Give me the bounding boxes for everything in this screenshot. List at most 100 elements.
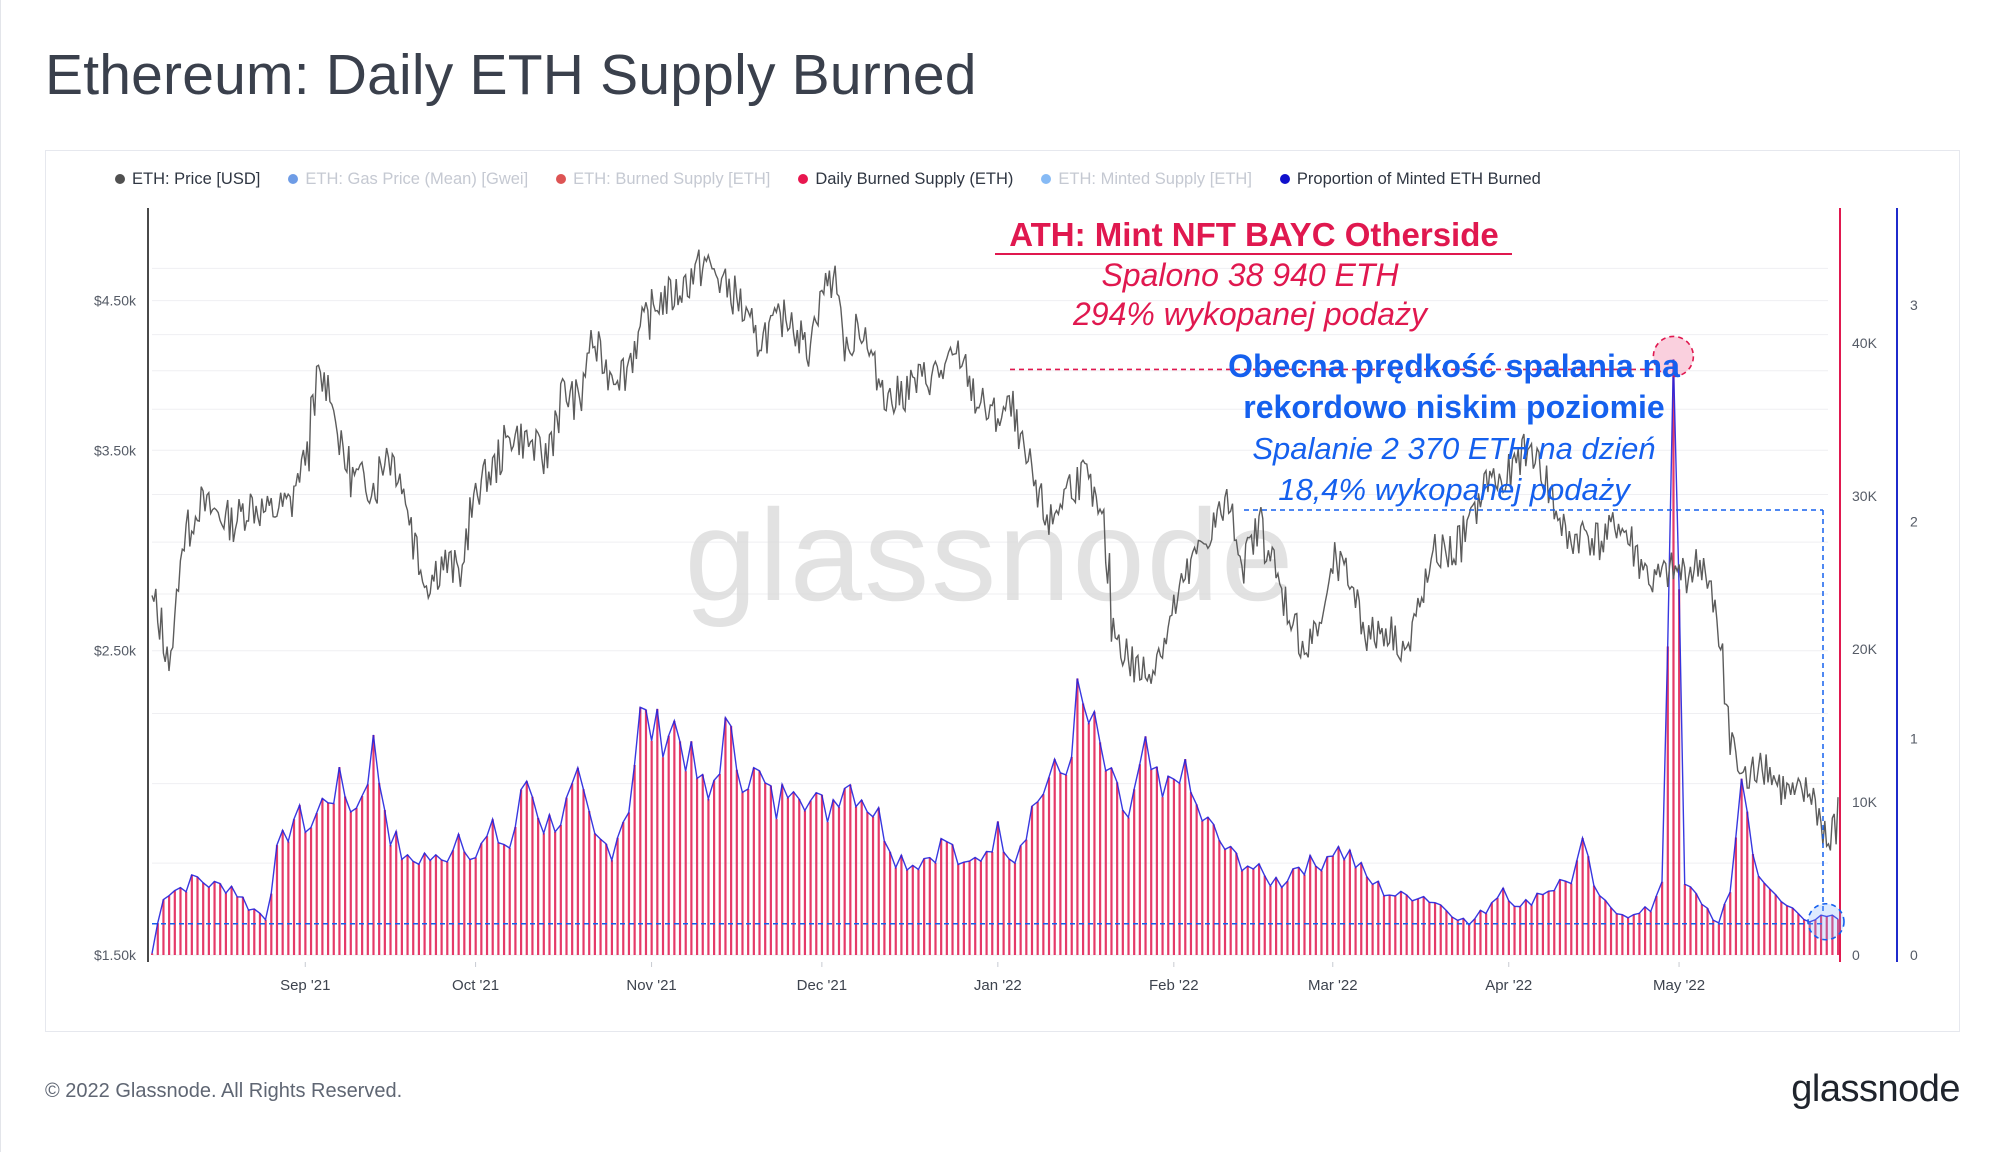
burned-bar: [1286, 881, 1289, 955]
burned-bar: [275, 845, 279, 955]
burned-bar: [1343, 859, 1346, 955]
burned-bars: [151, 359, 1840, 955]
burned-bar: [1609, 907, 1613, 955]
burned-bar: [639, 707, 642, 955]
burned-bar: [151, 953, 154, 955]
burned-bar: [1155, 766, 1158, 955]
legend-label: ETH: Gas Price (Mean) [Gwei]: [305, 169, 529, 188]
burned-bar: [247, 910, 250, 955]
burned-bar: [1292, 868, 1295, 955]
legend-item[interactable]: ETH: Gas Price (Mean) [Gwei]: [288, 170, 528, 189]
burned-bar: [1661, 881, 1664, 955]
burned-bar: [156, 923, 159, 955]
legend-dot-icon: [1041, 174, 1052, 184]
burned-bar: [241, 897, 245, 955]
x-tick-label: May '22: [1653, 977, 1705, 994]
page-left-edge: [0, 0, 1, 1152]
burned-bar: [752, 767, 755, 955]
burned-bar: [576, 767, 579, 955]
legend-label: Daily Burned Supply (ETH): [815, 169, 1014, 188]
burned-bar: [582, 789, 585, 955]
burned-bar: [1837, 919, 1840, 955]
burned-bar: [292, 819, 296, 955]
burned-bar: [1133, 789, 1136, 955]
burned-bar: [1831, 915, 1834, 955]
burned-bar: [1621, 914, 1624, 955]
burned-bar: [1734, 837, 1738, 955]
burned-bar: [1768, 889, 1772, 955]
burned-bar: [871, 816, 875, 955]
burned-bar: [1218, 840, 1221, 955]
burned-bar: [1445, 910, 1448, 955]
burned-bar: [1195, 804, 1198, 955]
burned-bar: [1399, 891, 1403, 955]
burned-bar: [883, 840, 886, 955]
burned-bar: [338, 767, 341, 955]
price-tick-label: $2.50k: [94, 643, 137, 659]
burned-bar: [1042, 794, 1045, 955]
burned-bar: [1626, 917, 1630, 955]
legend-item[interactable]: Daily Burned Supply (ETH): [798, 170, 1013, 189]
burned-bar: [1570, 883, 1573, 955]
burned-bar: [400, 859, 403, 955]
burned-bar: [309, 827, 313, 955]
current-annotation-title-1: Obecna prędkość spalania na: [1228, 348, 1680, 384]
legend-item[interactable]: ETH: Burned Supply [ETH]: [556, 170, 770, 189]
burned-bar: [321, 798, 324, 955]
burned-bar: [1093, 711, 1096, 955]
burned-bar: [1013, 863, 1017, 955]
burned-bar: [1138, 764, 1141, 955]
legend-item[interactable]: ETH: Minted Supply [ETH]: [1041, 170, 1252, 189]
burned-bar: [1371, 884, 1374, 955]
burned-bar: [264, 919, 267, 955]
burned-bar: [593, 833, 596, 955]
burned-bar: [951, 844, 954, 955]
burned-bar: [474, 857, 477, 955]
burned-bar: [1053, 759, 1056, 955]
burned-bar: [1348, 849, 1351, 955]
burned-bar: [1337, 846, 1340, 955]
burned-bar: [451, 850, 455, 955]
burned-bar: [1479, 910, 1482, 955]
ath-annotation-title: ATH: Mint NFT BAYC Otherside: [1009, 216, 1499, 253]
legend-label: Proportion of Minted ETH Burned: [1296, 169, 1541, 188]
burned-bar: [332, 803, 335, 955]
current-annotation-line1: Spalanie 2 370 ETH na dzień: [1252, 431, 1655, 466]
burned-bar: [1240, 870, 1244, 955]
current-marker-circle: [1807, 902, 1845, 941]
burned-bar: [1575, 860, 1579, 955]
proportion-tick-label: 0: [1910, 947, 1918, 963]
burned-bar: [962, 862, 965, 955]
burned-bar: [1485, 913, 1488, 955]
burned-bar: [423, 853, 426, 955]
ath-annotation-line2: 294% wykopanej podaży: [1072, 296, 1429, 332]
burned-bar: [792, 791, 795, 955]
burned-bar: [349, 811, 352, 955]
burned-bar: [644, 709, 648, 955]
burned-bar: [1581, 837, 1584, 955]
burned-bar: [1439, 904, 1442, 955]
burned-bar: [1462, 918, 1465, 955]
burned-bar: [1643, 906, 1647, 955]
burned-bar: [253, 908, 256, 955]
burned-bar: [1587, 856, 1590, 955]
burned-bar: [1087, 723, 1090, 955]
burned-bar: [1297, 867, 1300, 955]
burned-bar: [1002, 851, 1005, 955]
footer-logo[interactable]: glassnode: [1791, 1068, 1960, 1110]
burned-bar: [968, 861, 971, 955]
legend-item[interactable]: ETH: Price [USD]: [115, 170, 260, 189]
burned-bar: [468, 859, 472, 955]
legend-item[interactable]: Proportion of Minted ETH Burned: [1279, 169, 1541, 189]
burned-bar: [1280, 887, 1283, 955]
burned-bar: [258, 913, 262, 955]
burned-bar: [1070, 756, 1073, 955]
burned-bar: [1314, 865, 1317, 955]
burned-bar: [758, 770, 761, 955]
burned-bar: [326, 802, 330, 955]
burned-bar: [866, 811, 869, 955]
ath-marker-circle: [1652, 335, 1695, 378]
burned-bar: [803, 810, 807, 955]
burned-bar: [991, 851, 994, 955]
legend-dot-icon: [798, 174, 809, 184]
